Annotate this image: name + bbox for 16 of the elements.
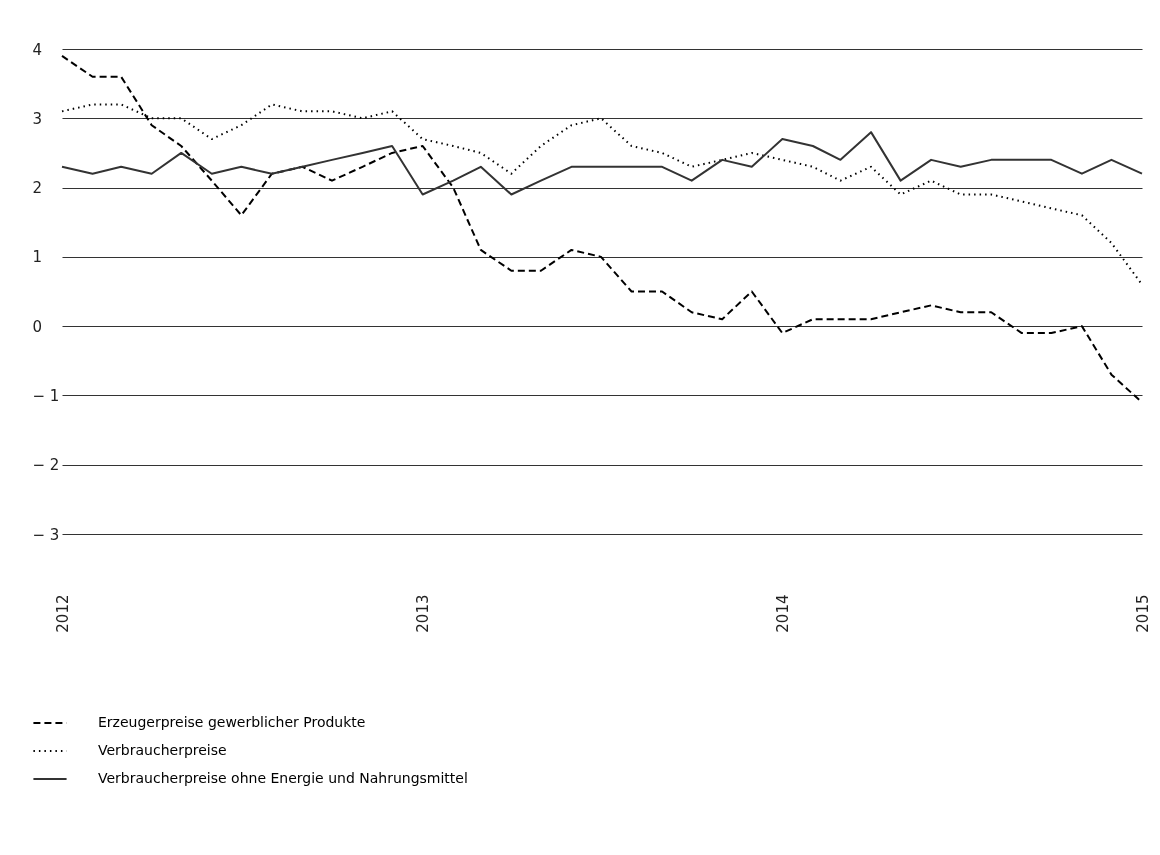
line-series — [61, 131, 1143, 196]
y-tick-label: 4 — [32, 40, 43, 59]
y-tick-label: 2 — [32, 179, 43, 198]
x-tick-label: 2012 — [53, 594, 72, 633]
y-tick-label: 1 — [32, 248, 43, 267]
x-tick-label: 2014 — [773, 594, 792, 633]
y-tick-label: − 3 — [32, 525, 60, 544]
y-tick-label: − 2 — [32, 456, 60, 475]
y-tick-label: − 1 — [32, 386, 60, 405]
legend-label: Erzeugerpreise gewerblicher Produkte — [98, 714, 366, 730]
legend-label: Verbraucherpreise ohne Energie und Nahrungsmittel — [98, 770, 468, 786]
legend-label: Verbraucherpreise — [98, 742, 227, 758]
x-tick-label: 2013 — [414, 594, 433, 633]
y-tick-label: 0 — [32, 317, 43, 336]
x-tick-label: 2015 — [1133, 594, 1152, 633]
y-tick-label: 3 — [32, 109, 43, 128]
